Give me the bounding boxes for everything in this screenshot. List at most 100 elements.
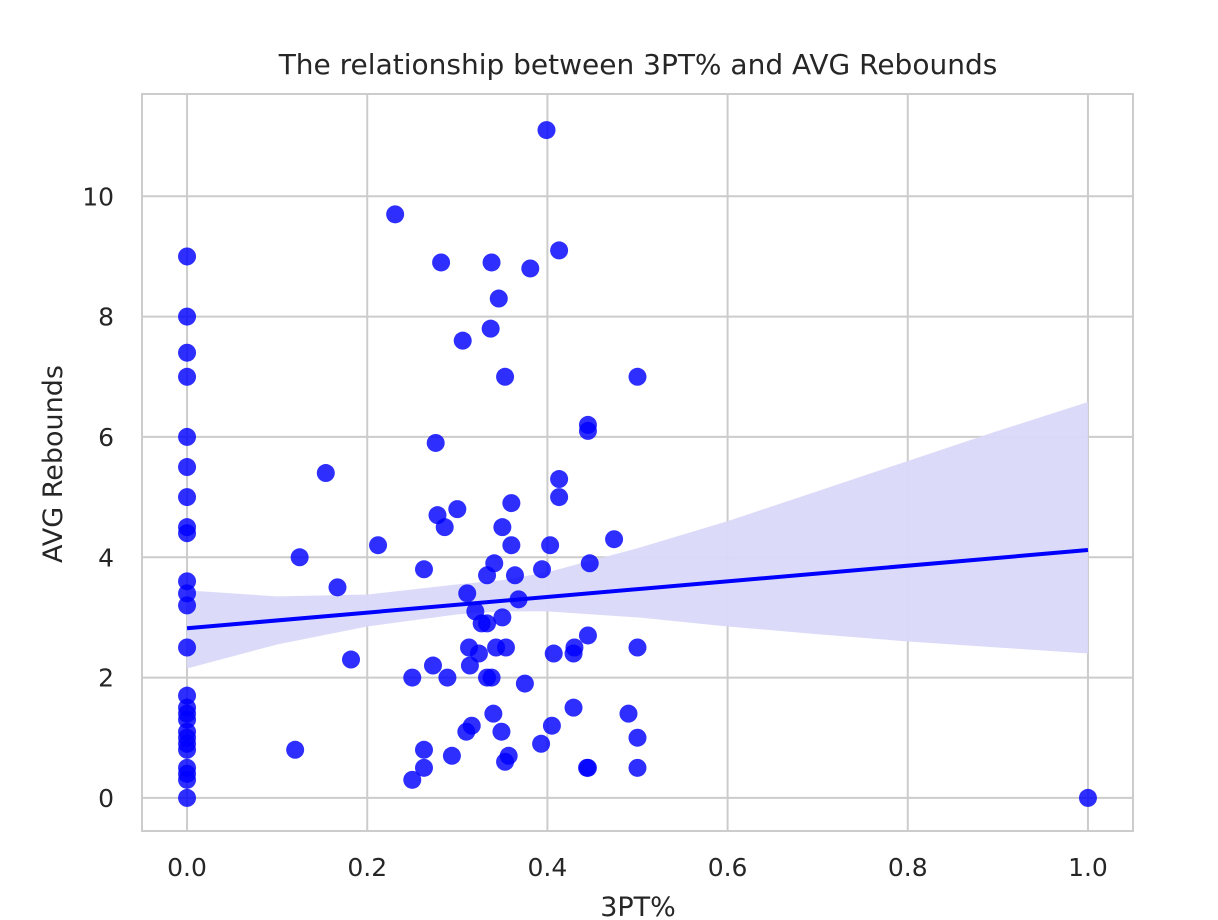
- data-point: [493, 608, 512, 627]
- data-point: [178, 488, 197, 507]
- data-point: [178, 770, 197, 789]
- data-point: [532, 734, 551, 753]
- y-tick-labels: 0 2 4 6 8 10: [82, 182, 114, 813]
- x-axis-label: 3PT%: [600, 892, 676, 920]
- data-point: [435, 518, 454, 537]
- data-point: [178, 524, 197, 543]
- y-tick-label: 4: [98, 543, 114, 572]
- data-point: [478, 614, 497, 633]
- data-point: [403, 668, 422, 687]
- data-point: [605, 530, 624, 549]
- data-point: [178, 427, 197, 446]
- data-point: [496, 367, 515, 386]
- data-point: [178, 307, 197, 326]
- data-point: [619, 704, 638, 723]
- data-point: [432, 253, 451, 272]
- data-point: [178, 367, 197, 386]
- data-point: [423, 656, 442, 675]
- data-point: [537, 121, 556, 140]
- scatter-points: [178, 121, 1097, 807]
- data-point: [580, 554, 599, 573]
- data-point: [521, 259, 540, 278]
- data-point: [628, 367, 647, 386]
- data-point: [448, 500, 467, 519]
- data-point: [578, 626, 597, 645]
- data-point: [442, 746, 461, 765]
- data-point: [484, 704, 503, 723]
- data-point: [542, 716, 561, 735]
- data-point: [414, 758, 433, 777]
- data-point: [628, 728, 647, 747]
- x-tick-labels: 0.0 0.2 0.4 0.6 0.8 1.0: [167, 853, 1108, 882]
- data-point: [499, 746, 518, 765]
- y-axis-label: AVG Rebounds: [38, 365, 69, 563]
- data-point: [403, 770, 422, 789]
- data-point: [414, 560, 433, 579]
- data-point: [178, 596, 197, 615]
- data-point: [502, 536, 521, 555]
- data-point: [550, 488, 569, 507]
- data-point: [178, 788, 197, 807]
- data-point: [515, 674, 534, 693]
- data-point: [550, 470, 569, 489]
- data-point: [462, 716, 481, 735]
- x-tick-label: 0.8: [888, 853, 928, 882]
- data-point: [469, 644, 488, 663]
- x-tick-label: 0.6: [708, 853, 748, 882]
- data-point: [544, 644, 563, 663]
- data-point: [482, 668, 501, 687]
- data-point: [458, 584, 477, 603]
- data-point: [178, 458, 197, 477]
- data-point: [481, 319, 500, 338]
- x-tick-label: 0.2: [347, 853, 387, 882]
- data-point: [178, 740, 197, 759]
- data-point: [426, 433, 445, 452]
- data-point: [550, 241, 569, 260]
- data-point: [489, 289, 508, 308]
- data-point: [1078, 788, 1097, 807]
- data-point: [178, 247, 197, 266]
- data-point: [578, 421, 597, 440]
- data-point: [290, 548, 309, 567]
- data-point: [505, 566, 524, 585]
- regression-line: [186, 548, 1089, 631]
- data-point: [564, 698, 583, 717]
- y-tick-label: 8: [98, 303, 114, 332]
- data-point: [342, 650, 361, 669]
- data-point: [438, 668, 457, 687]
- confidence-band-layer: [187, 402, 1088, 669]
- data-point: [628, 638, 647, 657]
- data-point: [414, 740, 433, 759]
- data-point: [502, 494, 521, 513]
- data-point: [493, 518, 512, 537]
- data-point: [565, 638, 584, 657]
- data-point: [328, 578, 347, 597]
- x-tick-label: 0.4: [528, 853, 568, 882]
- data-point: [178, 638, 197, 657]
- chart-title: The relationship between 3PT% and AVG Re…: [278, 48, 998, 81]
- data-point: [533, 560, 552, 579]
- data-point: [316, 464, 335, 483]
- data-point: [369, 536, 388, 555]
- data-point: [628, 758, 647, 777]
- data-point: [286, 740, 305, 759]
- data-point: [386, 205, 405, 224]
- data-point: [496, 638, 515, 657]
- y-tick-label: 0: [98, 784, 114, 813]
- data-point: [485, 554, 504, 573]
- regression-line-layer: [186, 548, 1089, 631]
- data-point: [178, 343, 197, 362]
- data-point: [453, 331, 472, 350]
- x-tick-label: 0.0: [167, 853, 207, 882]
- data-point: [578, 758, 597, 777]
- y-tick-label: 10: [82, 182, 114, 211]
- data-point: [482, 253, 501, 272]
- y-tick-label: 6: [98, 423, 114, 452]
- confidence-band: [187, 402, 1088, 669]
- data-point: [541, 536, 560, 555]
- y-tick-label: 2: [98, 664, 114, 693]
- x-tick-label: 1.0: [1068, 853, 1108, 882]
- data-point: [492, 722, 511, 741]
